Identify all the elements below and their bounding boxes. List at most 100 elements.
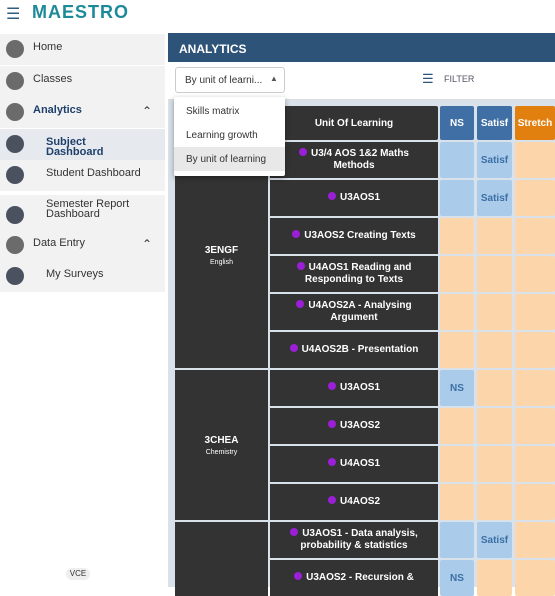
sidebar-item[interactable]: Analytics ⌃ <box>0 97 165 128</box>
unit-cell[interactable]: U4AOS1 Reading and Responding to Texts <box>270 256 438 292</box>
column-header: NS <box>440 106 474 140</box>
unit-dot <box>327 496 336 504</box>
sidebar-icon <box>6 267 24 285</box>
unit-dot <box>292 230 301 238</box>
sidebar-item[interactable]: Home <box>0 34 165 65</box>
unit-cell[interactable]: U4AOS1 <box>270 446 438 482</box>
result-cell <box>477 370 512 406</box>
footer-badge: VCE <box>66 568 90 580</box>
unit-cell[interactable]: U3AOS2 <box>270 408 438 444</box>
unit-cell[interactable]: U4AOS2 <box>270 484 438 520</box>
unit-dot <box>327 382 336 390</box>
result-cell <box>440 332 474 368</box>
unit-cell[interactable]: U4AOS2B - Presentation <box>270 332 438 368</box>
result-cell <box>515 370 555 406</box>
result-cell <box>515 408 555 444</box>
unit-dot <box>289 344 298 352</box>
unit-name: U3AOS2 <box>339 420 380 431</box>
unit-name: U4AOS2 <box>339 496 380 507</box>
sidebar-label: Analytics <box>33 104 82 116</box>
sidebar-item[interactable]: Student Dashboard <box>0 160 165 191</box>
group-cell: 3CHEA Chemistry <box>175 370 268 520</box>
sidebar-label: Semester Report Dashboard <box>46 198 130 220</box>
unit-name: U4AOS2B - Presentation <box>301 344 419 355</box>
sidebar-label: Home <box>33 41 63 53</box>
result-label: NS <box>450 382 464 394</box>
result-label: NS <box>450 572 464 584</box>
menu-option[interactable]: Learning growth <box>174 123 285 147</box>
unit-cell[interactable]: U3AOS1 <box>270 180 438 216</box>
unit-name: U3AOS1 - Data analysis, probability & st… <box>300 528 418 551</box>
menu-option[interactable]: Skills matrix <box>174 99 285 123</box>
group-name: Chemistry <box>205 448 238 456</box>
result-cell <box>515 560 555 596</box>
chevron: ⌃ <box>142 104 153 118</box>
chevron: ⌃ <box>142 237 153 251</box>
sidebar-label: Data Entry <box>33 237 85 249</box>
result-cell <box>515 294 555 330</box>
sidebar-label: Classes <box>33 73 73 85</box>
result-cell <box>515 522 555 558</box>
sidebar-item[interactable]: Data Entry ⌃ <box>0 230 165 261</box>
result-cell <box>440 294 474 330</box>
unit-dot <box>327 420 336 428</box>
dropdown[interactable]: By unit of learni... ▲ <box>175 67 285 93</box>
menu-option[interactable]: By unit of learning <box>174 147 285 171</box>
unit-cell[interactable]: U3/4 AOS 1&2 Maths Methods <box>270 142 438 178</box>
result-cell <box>440 484 474 520</box>
result-label: Satisf <box>480 534 509 546</box>
unit-cell[interactable]: U3AOS1 <box>270 370 438 406</box>
unit-wrap: U4AOS1 Reading and Responding to Texts <box>288 262 420 286</box>
group-cell: 3ENGF English <box>175 142 268 368</box>
unit-name: U3AOS1 <box>339 382 380 393</box>
unit-wrap: U3AOS2 Creating Texts <box>292 230 416 242</box>
unit-dot <box>290 528 299 536</box>
filter-button[interactable]: ☰ FILTER <box>420 70 480 90</box>
result-cell: Satisf <box>477 522 512 558</box>
unit-cell[interactable]: U3AOS2 Creating Texts <box>270 218 438 254</box>
unit-dot <box>296 262 305 270</box>
unit-dot <box>327 192 336 200</box>
column-header-label: Satisf <box>480 117 509 129</box>
sidebar-item[interactable]: Subject Dashboard <box>0 129 165 160</box>
result-cell <box>477 218 512 254</box>
sidebar-item[interactable]: Classes <box>0 66 165 97</box>
unit-dot <box>294 572 303 580</box>
unit-cell[interactable]: U3AOS2 - Recursion & <box>270 560 438 596</box>
column-header: Stretch <box>515 106 555 140</box>
result-cell <box>440 256 474 292</box>
unit-wrap: U3AOS1 <box>327 192 380 204</box>
result-cell: NS <box>440 370 474 406</box>
unit-wrap: U4AOS2A - Analysing Argument <box>288 300 420 324</box>
unit-dot <box>296 300 305 308</box>
page-title: ANALYTICS <box>168 33 555 62</box>
column-header-label: Unit Of Learning <box>314 117 394 129</box>
result-cell: Satisf <box>477 142 512 178</box>
result-label: Satisf <box>480 154 509 166</box>
unit-wrap: U4AOS2B - Presentation <box>289 344 419 356</box>
result-cell: NS <box>440 560 474 596</box>
result-cell <box>440 408 474 444</box>
sidebar-icon <box>6 72 24 90</box>
sidebar-item[interactable]: Semester Report Dashboard <box>0 195 165 235</box>
unit-wrap: U3AOS2 <box>327 420 380 432</box>
sidebar-label: My Surveys <box>46 268 104 280</box>
unit-name: U4AOS1 Reading and Responding to Texts <box>304 262 412 285</box>
column-header-label: NS <box>450 117 464 129</box>
unit-name: U3/4 AOS 1&2 Maths Methods <box>311 148 409 171</box>
result-cell <box>440 446 474 482</box>
menu-button[interactable]: ☰ <box>6 6 21 23</box>
sidebar-icon <box>6 206 24 224</box>
group-code: 3CHEA <box>204 434 239 446</box>
unit-cell[interactable]: U3AOS1 - Data analysis, probability & st… <box>270 522 438 558</box>
unit-wrap: U4AOS2 <box>327 496 380 508</box>
sidebar-icon <box>6 236 24 254</box>
result-cell <box>440 218 474 254</box>
column-header: Satisf <box>477 106 512 140</box>
sidebar-item[interactable]: My Surveys <box>0 261 165 292</box>
unit-cell[interactable]: U4AOS2A - Analysing Argument <box>270 294 438 330</box>
unit-dot <box>299 148 307 156</box>
filter-icon: ☰ <box>422 71 434 86</box>
unit-wrap: U3AOS1 <box>327 382 380 394</box>
